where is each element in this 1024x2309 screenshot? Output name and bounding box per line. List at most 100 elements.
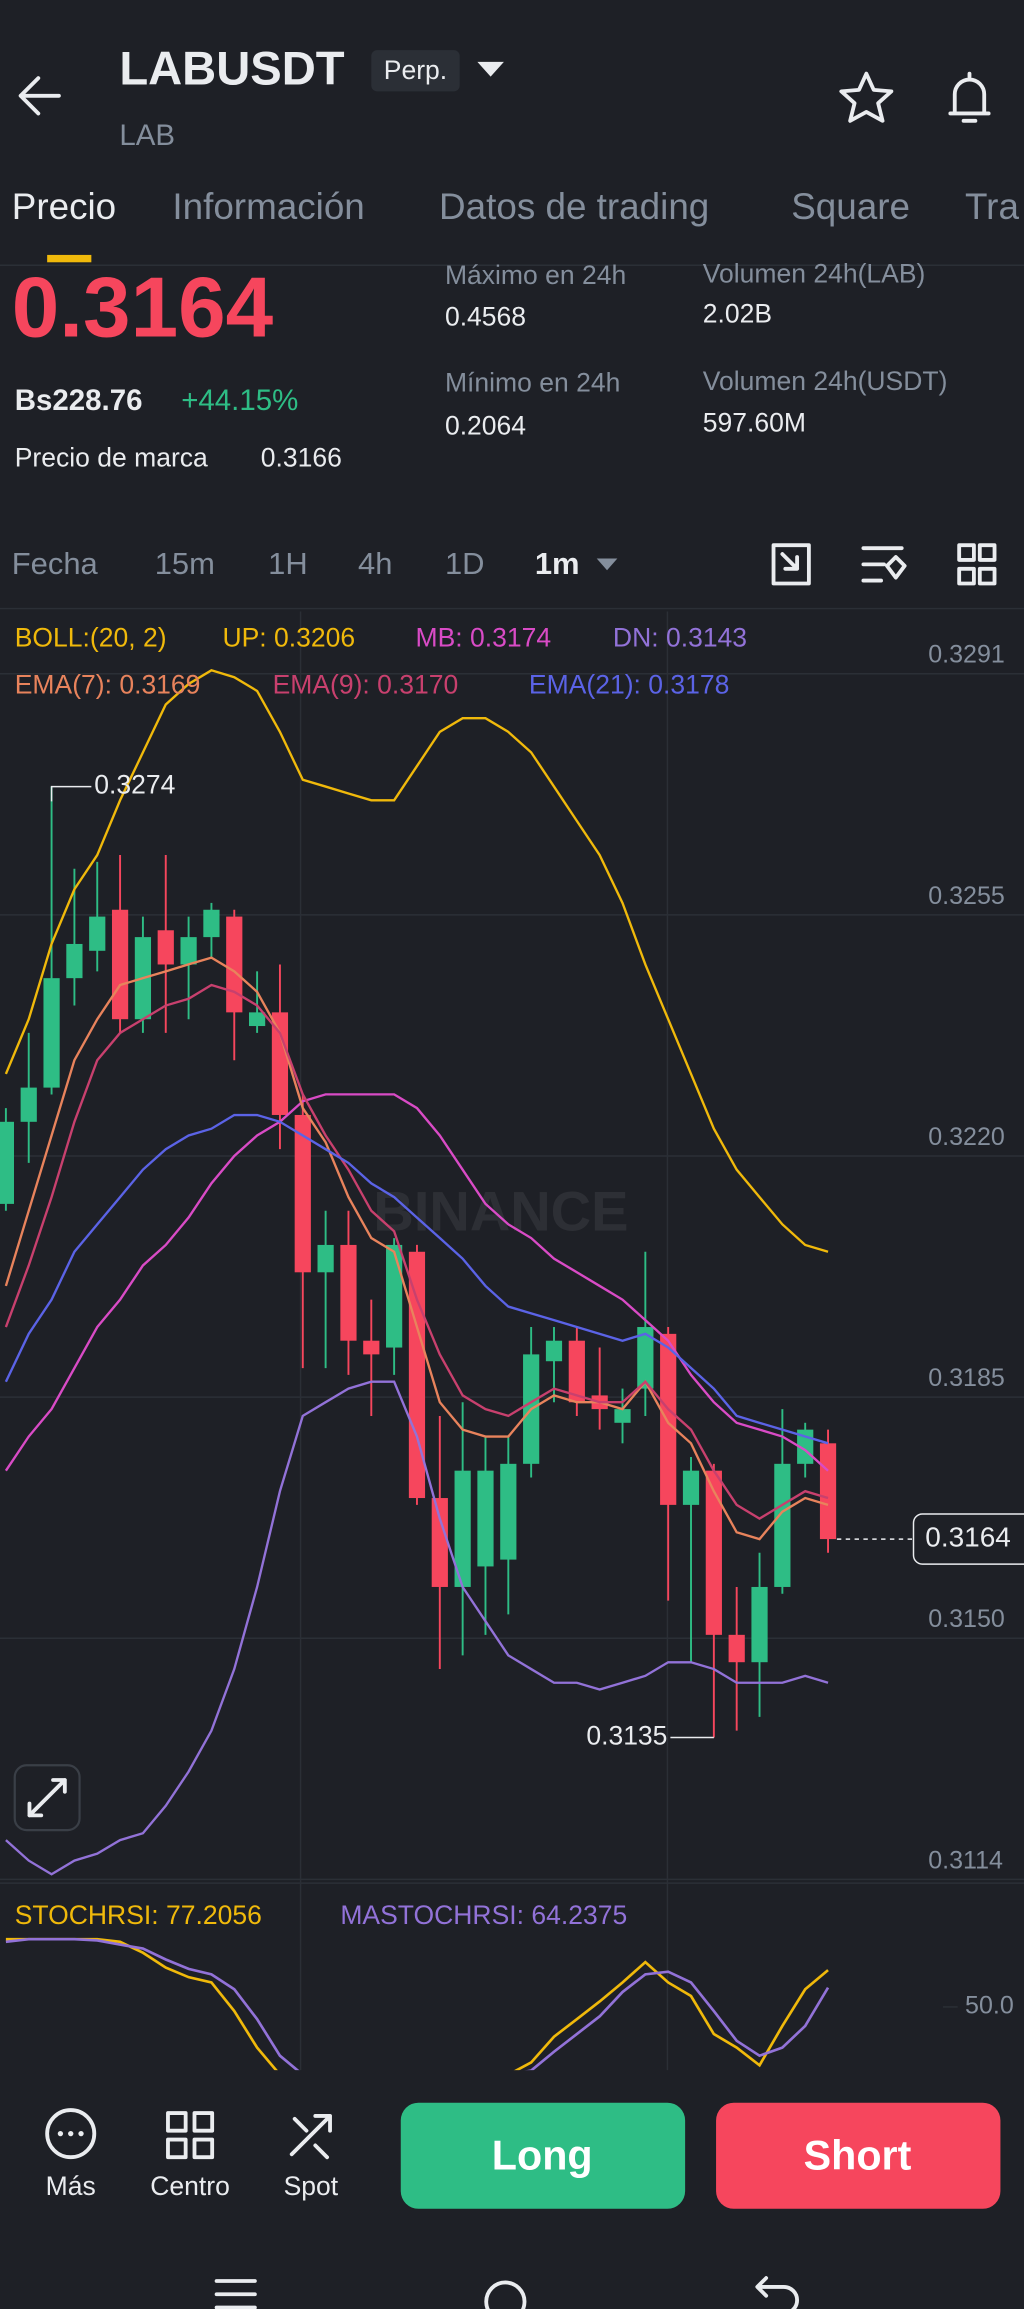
candle-body	[157, 930, 174, 965]
candle-body	[751, 1586, 768, 1663]
candle-body	[431, 1498, 448, 1587]
action-label: Más	[46, 2171, 96, 2201]
tab-indicator	[47, 254, 92, 263]
indicator-line	[4, 956, 829, 1541]
candle-body	[682, 1470, 700, 1505]
action-label: Centro	[150, 2171, 230, 2201]
more-icon-dot	[78, 2130, 84, 2137]
candle-body	[614, 1409, 631, 1423]
low-label: 0.3135	[586, 1720, 667, 1750]
candle-body	[500, 1463, 517, 1560]
high-marker	[50, 785, 92, 802]
candle-body	[0, 1121, 14, 1204]
interval[interactable]: 1H	[268, 546, 308, 581]
mark-price-label: Precio de marca	[15, 443, 208, 473]
back-button[interactable]	[18, 76, 61, 116]
symbol-dropdown[interactable]	[477, 61, 504, 77]
candle-body	[43, 978, 60, 1088]
indicator-label: BOLL:(20, 2)	[15, 623, 167, 653]
candle-body	[226, 916, 243, 1013]
legend-entry: DN: 0.3143	[613, 623, 747, 653]
plot	[0, 669, 837, 1876]
favorite-button[interactable]	[839, 71, 894, 123]
stat-value: 0.2064	[445, 410, 526, 440]
y-tick-label: 50.0	[965, 1992, 1014, 2020]
legend-entry: EMA(7): 0.3169	[15, 670, 201, 700]
chart-tools	[771, 543, 997, 586]
stat-value: 2.02B	[703, 298, 772, 328]
candle-body	[819, 1443, 837, 1540]
long-button[interactable]	[400, 2102, 686, 2209]
y-tick-label: 0.3255	[928, 882, 1005, 910]
legend-entry: MB: 0.3174	[415, 623, 551, 653]
stat-value: 597.60M	[703, 407, 806, 437]
interval[interactable]: 1D	[445, 546, 485, 581]
candle-body	[774, 1463, 791, 1587]
more-icon[interactable]	[45, 2108, 97, 2160]
stat-value: 0.4568	[445, 301, 526, 331]
interval[interactable]: 15m	[155, 546, 215, 581]
nav-recents[interactable]	[214, 2279, 257, 2309]
interval[interactable]: Fecha	[12, 546, 99, 581]
tabs: Precio Información Datos de trading Squa…	[12, 186, 1020, 227]
fullscreen-icon	[27, 1778, 67, 1818]
candle-body	[477, 1470, 494, 1567]
fullscreen-button[interactable]	[13, 1764, 81, 1832]
interval-dropdown[interactable]	[596, 558, 618, 571]
candle-body	[89, 916, 106, 951]
center-icon[interactable]	[166, 2111, 215, 2160]
last-price-box	[912, 1513, 1024, 1565]
price-change: +44.15%	[181, 384, 298, 417]
spot-icon[interactable]	[289, 2114, 332, 2160]
tool-icon[interactable]	[771, 543, 811, 586]
y-tick-label: 0.3291	[928, 641, 1005, 669]
fiat-price: Bs228.76	[15, 384, 143, 417]
interval-active[interactable]: 1m	[535, 546, 580, 581]
plot	[5, 1937, 958, 2071]
more-icon-dot	[68, 2130, 74, 2137]
legend-entry: UP: 0.3206	[222, 623, 355, 653]
stat-label: Volumen 24h(USDT)	[703, 366, 948, 396]
tab[interactable]: Información	[172, 186, 364, 227]
short-button[interactable]	[716, 2102, 1001, 2209]
nav-back[interactable]	[755, 2276, 800, 2309]
stoch-line	[5, 1937, 829, 2071]
candle-body	[317, 1244, 334, 1273]
legend-entry: EMA(21): 0.3178	[529, 670, 729, 700]
last-price: 0.3164	[12, 260, 274, 355]
action-label: Spot	[284, 2171, 339, 2201]
y-tick-label: 0.3150	[928, 1605, 1005, 1633]
candle-body	[180, 937, 197, 965]
candle-body	[660, 1333, 677, 1505]
stoch-line	[5, 1937, 830, 2071]
tool-icon[interactable]	[861, 546, 907, 583]
candle-body	[203, 909, 220, 938]
interval-bar: Fecha 15m 1H 4h 1D 1m	[12, 546, 580, 581]
indicator-line	[4, 669, 829, 1253]
tool-icon[interactable]	[957, 543, 997, 586]
stat-label: Máximo en 24h	[445, 260, 626, 290]
candle-body	[294, 1114, 311, 1273]
candle-body	[545, 1340, 563, 1362]
nav-bar	[0, 2239, 1024, 2309]
stochrsi-chart: 50.0 STOCHRSI: 77.2056 MASTOCHRSI: 64.2375	[5, 1900, 1014, 2071]
last-price-label: 0.3164	[925, 1521, 1011, 1552]
badge-bg	[371, 50, 460, 92]
candle-body	[271, 1012, 289, 1115]
stat-label: Volumen 24h(LAB)	[703, 259, 926, 289]
nav-home[interactable]	[484, 2280, 527, 2309]
stats: Máximo en 24h 0.4568 Volumen 24h(LAB) 2.…	[445, 259, 947, 441]
tab[interactable]: Precio	[12, 186, 116, 227]
alert-button[interactable]	[948, 71, 991, 123]
interval[interactable]: 4h	[358, 546, 392, 581]
base-asset: LAB	[119, 119, 175, 152]
indicator-line	[4, 1113, 829, 1445]
tab[interactable]: Datos de trading	[439, 186, 709, 227]
indicator-line	[4, 1093, 829, 1472]
tab[interactable]: Square	[791, 186, 910, 227]
badge: Perp.	[384, 55, 447, 85]
legend-entry: MASTOCHRSI: 64.2375	[340, 1900, 627, 1930]
tab[interactable]: Tra	[965, 186, 1019, 227]
y-tick-label: 0.3220	[928, 1123, 1005, 1151]
